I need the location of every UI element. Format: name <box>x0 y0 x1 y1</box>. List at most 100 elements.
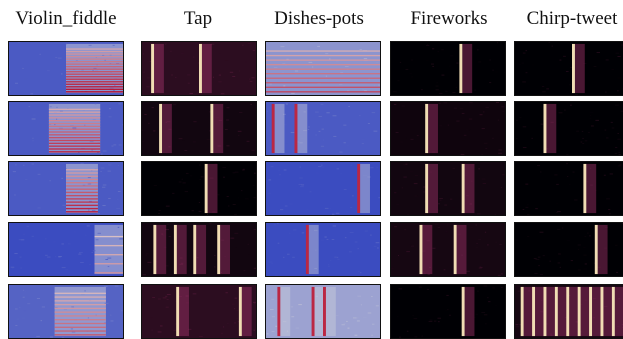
noise-speck <box>220 271 222 273</box>
noise-speck <box>252 301 256 303</box>
noise-speck <box>350 207 353 209</box>
noise-speck <box>315 295 318 297</box>
noise-speck <box>224 128 228 130</box>
noise-speck <box>235 246 237 248</box>
spectrogram-image <box>9 223 123 276</box>
noise-speck <box>466 129 470 131</box>
onset-streak <box>210 103 214 154</box>
noise-speck <box>300 186 304 188</box>
noise-speck <box>55 57 58 58</box>
spectrogram-image <box>9 102 123 155</box>
noise-speck <box>478 239 482 241</box>
noise-speck <box>584 236 587 238</box>
noise-speck <box>179 295 182 297</box>
noise-speck <box>516 119 518 121</box>
noise-speck <box>500 172 504 174</box>
harmonic-band <box>66 68 123 70</box>
decay-tail <box>156 224 167 275</box>
noise-speck <box>117 226 120 228</box>
noise-speck <box>475 313 478 315</box>
noise-speck <box>362 89 364 91</box>
noise-speck <box>537 165 541 167</box>
harmonic-band <box>66 76 123 78</box>
noise-speck <box>352 317 357 319</box>
noise-speck <box>110 320 114 322</box>
noise-speck <box>448 65 451 67</box>
noise-speck <box>286 253 290 255</box>
harmonic-band <box>266 54 380 57</box>
noise-speck <box>40 320 43 322</box>
spectrogram-panel <box>514 41 623 96</box>
noise-speck <box>231 303 235 305</box>
noise-speck <box>45 254 48 256</box>
noise-speck <box>321 164 323 166</box>
noise-speck <box>315 172 319 174</box>
noise-speck <box>328 264 330 265</box>
noise-speck <box>224 255 226 257</box>
noise-speck <box>226 107 230 109</box>
noise-speck <box>557 228 561 230</box>
decay-tail <box>220 224 231 275</box>
noise-speck <box>558 253 561 255</box>
noise-speck <box>299 166 301 168</box>
noise-speck <box>404 134 406 136</box>
noise-speck <box>253 329 256 331</box>
noise-speck <box>12 267 14 269</box>
noise-speck <box>329 260 332 262</box>
noise-speck <box>527 204 529 206</box>
noise-speck <box>594 189 598 191</box>
noise-speck <box>170 323 172 324</box>
noise-speck <box>234 214 237 215</box>
noise-speck <box>119 238 123 240</box>
noise-speck <box>102 186 106 188</box>
noise-speck <box>70 328 74 330</box>
noise-speck <box>284 205 288 207</box>
noise-speck <box>151 107 154 109</box>
noise-speck <box>432 48 435 50</box>
noise-speck <box>65 168 67 170</box>
noise-speck <box>550 333 553 335</box>
noise-speck <box>617 295 622 297</box>
noise-speck <box>92 250 96 252</box>
noise-speck <box>430 63 434 65</box>
onset-streak <box>193 224 197 275</box>
noise-speck <box>494 71 499 73</box>
noise-speck <box>92 70 95 72</box>
noise-speck <box>40 320 43 322</box>
noise-speck <box>581 130 584 132</box>
noise-speck <box>101 153 103 155</box>
noise-speck <box>301 232 305 234</box>
noise-speck <box>165 205 170 207</box>
noise-speck <box>546 323 548 325</box>
harmonic-band <box>54 319 106 321</box>
spectrogram-panel <box>8 101 124 156</box>
noise-speck <box>109 54 112 56</box>
harmonic-band <box>66 207 98 210</box>
noise-speck <box>46 70 50 72</box>
noise-speck <box>163 70 165 72</box>
noise-speck <box>405 163 408 165</box>
harmonic-band <box>54 300 106 302</box>
noise-speck <box>158 213 160 215</box>
noise-speck <box>582 143 585 145</box>
noise-speck <box>25 179 28 181</box>
noise-speck <box>439 197 443 199</box>
spectrogram-panel <box>141 41 257 96</box>
noise-speck <box>24 291 27 293</box>
harmonic-band <box>266 91 380 93</box>
noise-speck <box>500 273 503 275</box>
noise-speck <box>84 234 87 236</box>
noise-speck <box>299 133 303 135</box>
noise-speck <box>577 269 581 271</box>
noise-speck <box>315 293 319 295</box>
harmonic-band <box>66 175 98 177</box>
noise-speck <box>546 88 550 90</box>
noise-speck <box>213 76 215 78</box>
noise-speck <box>285 331 290 333</box>
spectrogram-panel <box>514 161 623 216</box>
noise-speck <box>579 208 582 210</box>
noise-speck <box>439 125 443 127</box>
noise-speck <box>583 246 586 248</box>
noise-speck <box>522 147 527 149</box>
noise-speck <box>294 70 299 72</box>
